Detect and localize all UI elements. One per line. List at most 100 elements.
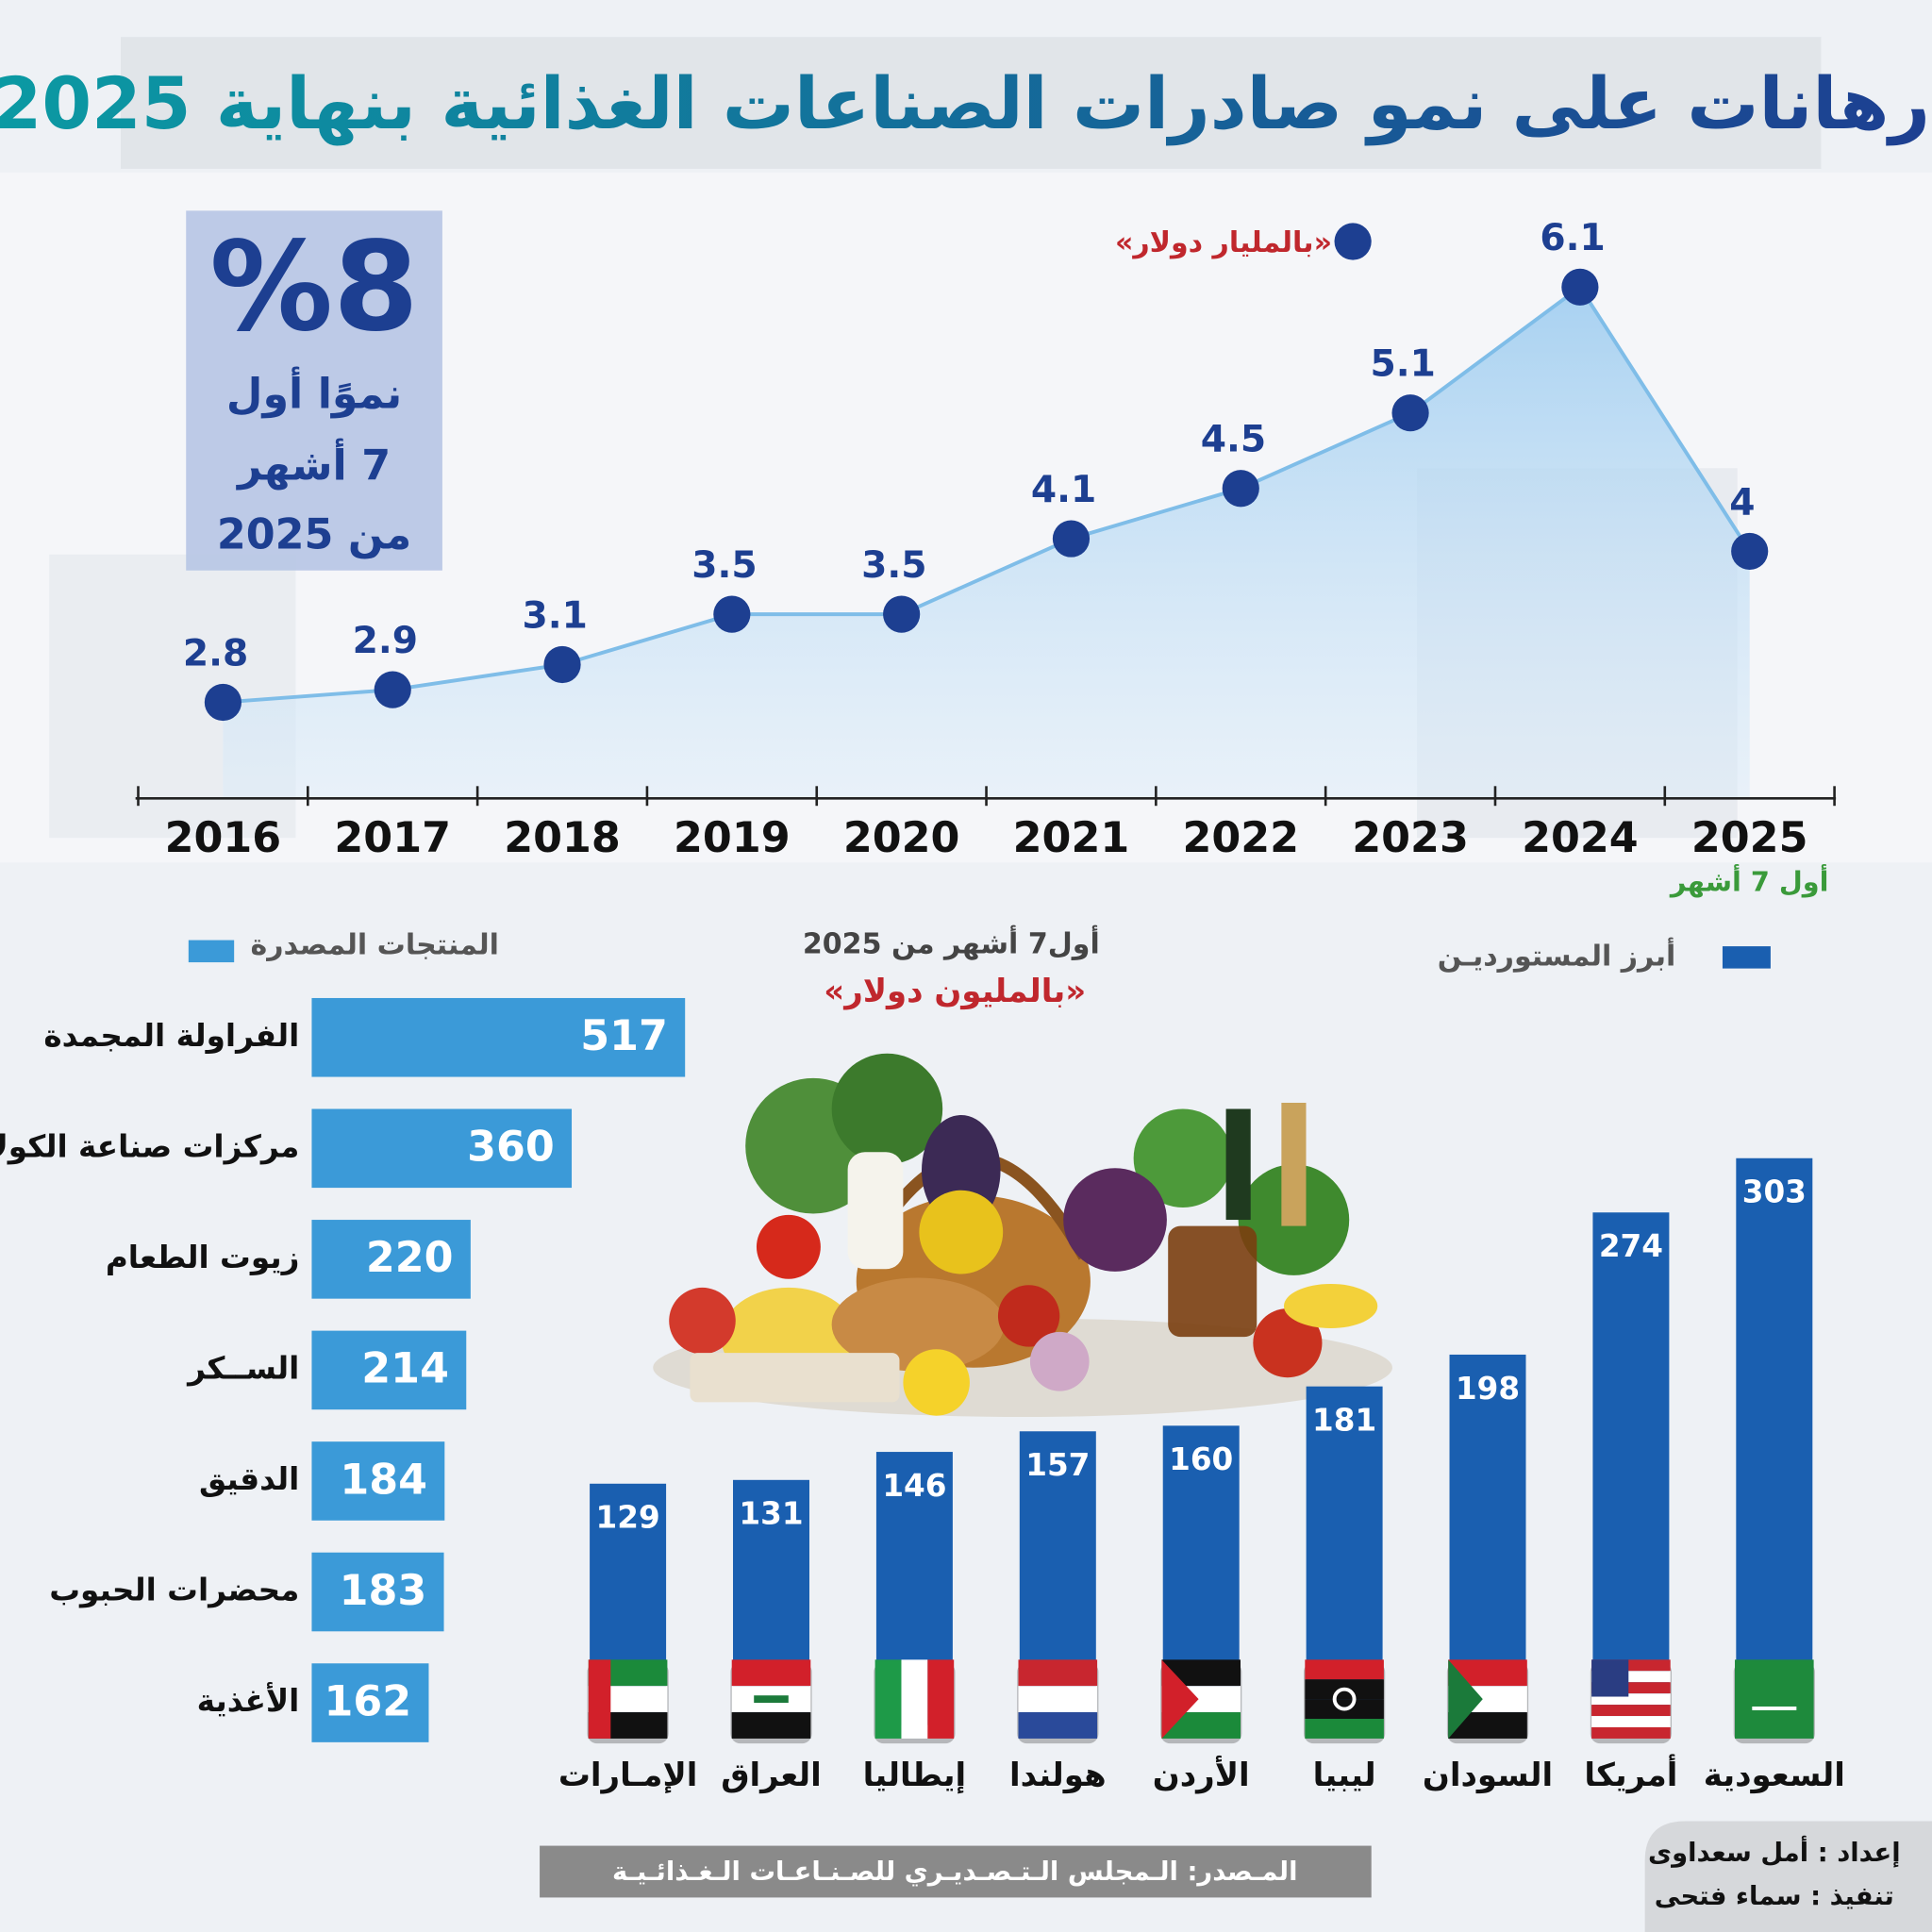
value-label: 160 [1169, 1441, 1233, 1477]
flag-part [1018, 1712, 1098, 1739]
x-tick-label: 2024 [1522, 814, 1639, 862]
value-label: 184 [340, 1456, 427, 1504]
value-label: 360 [467, 1124, 555, 1172]
category-label: العراق [721, 1757, 822, 1794]
value-label: 162 [324, 1677, 411, 1725]
flag-part [1305, 1659, 1384, 1680]
data-point [883, 595, 921, 633]
flag [1590, 1659, 1673, 1744]
flag [587, 1659, 669, 1744]
data-point [543, 645, 581, 684]
flag-part [927, 1659, 955, 1739]
flag-part [1591, 1659, 1671, 1672]
data-point [1731, 532, 1769, 571]
flag-part [1591, 1726, 1671, 1739]
data-point [374, 671, 411, 708]
flag-part [588, 1659, 611, 1739]
bars-period: أول7 أشهر من 2025 [803, 924, 1100, 960]
value-label: 198 [1456, 1371, 1520, 1407]
stat-value: %8 [209, 215, 419, 358]
source-bar [540, 1845, 1372, 1898]
x-tick-label: 2022 [1182, 814, 1299, 862]
category-label: ليبيا [1313, 1757, 1376, 1794]
flag [1017, 1659, 1099, 1744]
flag-part [1591, 1671, 1671, 1683]
category-label: محضرات الحبوب [49, 1573, 299, 1608]
unit-label: «بالمليار دولار» [1115, 226, 1332, 259]
bar [1736, 1158, 1813, 1725]
food-illustration [653, 1053, 1392, 1418]
category-label: الفراولة المجمدة [43, 1018, 299, 1055]
stat-line: نموًا أول [226, 367, 402, 419]
flag-part [754, 1695, 789, 1704]
data-point [1222, 470, 1259, 508]
value-label: 131 [739, 1496, 803, 1532]
stat-line: من 2025 [217, 510, 411, 558]
value-label: 5.1 [1371, 343, 1436, 386]
value-label: 183 [340, 1567, 427, 1615]
source: المـصدر: الـمجلس الـتـصـديـري للصـنـاعـا… [612, 1857, 1297, 1887]
x-tick-label: 2021 [1013, 814, 1130, 862]
data-point [1561, 268, 1599, 306]
flag-part [1018, 1686, 1098, 1713]
category-label: السعودية [1704, 1757, 1845, 1794]
value-label: 3.5 [691, 544, 757, 587]
line [223, 284, 1752, 705]
credit: إعداد : أمل سعداوى [1648, 1836, 1901, 1868]
flag-part [1591, 1716, 1671, 1727]
bar [311, 1330, 467, 1410]
flag-part [1591, 1682, 1671, 1694]
flag-part [1305, 1719, 1384, 1739]
flag-part [901, 1659, 928, 1739]
value-label: 2.8 [183, 632, 248, 675]
x-tick-label: 2018 [504, 814, 621, 862]
flag [1446, 1659, 1529, 1744]
flag [730, 1659, 812, 1744]
unit-marker [1334, 223, 1372, 260]
category-label: الأردن [1153, 1755, 1250, 1794]
bar [311, 1441, 445, 1521]
flag [874, 1659, 956, 1744]
bar [311, 1552, 444, 1632]
bar [311, 1108, 573, 1189]
data-point [1391, 394, 1429, 432]
bar [1592, 1212, 1670, 1725]
x-tick-label: 2023 [1352, 814, 1469, 862]
value-label: 2.9 [353, 620, 418, 662]
flag-part [1735, 1659, 1814, 1739]
bars-unit: «بالمليون دولار» [824, 973, 1086, 1010]
bar [311, 997, 686, 1077]
value-label: 3.1 [522, 594, 587, 637]
flag-part [1591, 1705, 1671, 1717]
flag-part [1591, 1693, 1671, 1706]
axis-note: أول 7 أشهر [1669, 863, 1829, 897]
credits-box [1644, 1821, 1932, 1932]
category-label: إيطاليا [863, 1757, 967, 1794]
title: رهانات على نمو صادرات الصناعات الغذائية … [0, 62, 1930, 146]
flag-part [1448, 1659, 1483, 1739]
x-tick-label: 2016 [165, 814, 282, 862]
value-label: 4.5 [1201, 419, 1266, 461]
legend-label: أبرز المستورديـن [1438, 937, 1676, 973]
value-label: 6.1 [1540, 217, 1605, 259]
data-point [713, 595, 751, 633]
value-label: 157 [1025, 1447, 1090, 1483]
category-label: السودان [1423, 1757, 1553, 1794]
x-tick-label: 2017 [334, 814, 451, 862]
legend-swatch [188, 940, 235, 963]
x-tick-label: 2019 [674, 814, 791, 862]
flag-part [1332, 1687, 1357, 1711]
stat-line: 7 أشهر [236, 438, 391, 490]
value-label: 303 [1742, 1174, 1807, 1210]
credit: تنفيذ : سماء فتحى [1655, 1882, 1894, 1911]
value-label: 517 [580, 1012, 668, 1060]
data-point [204, 683, 242, 722]
title-bar [121, 37, 1822, 169]
category-label: الأغذية [197, 1681, 300, 1719]
value-label: 274 [1599, 1228, 1663, 1264]
value-label: 214 [361, 1345, 449, 1393]
category-label: مركزات صناعة الكولا [0, 1128, 299, 1164]
category-label: الإمـارات [558, 1757, 698, 1794]
